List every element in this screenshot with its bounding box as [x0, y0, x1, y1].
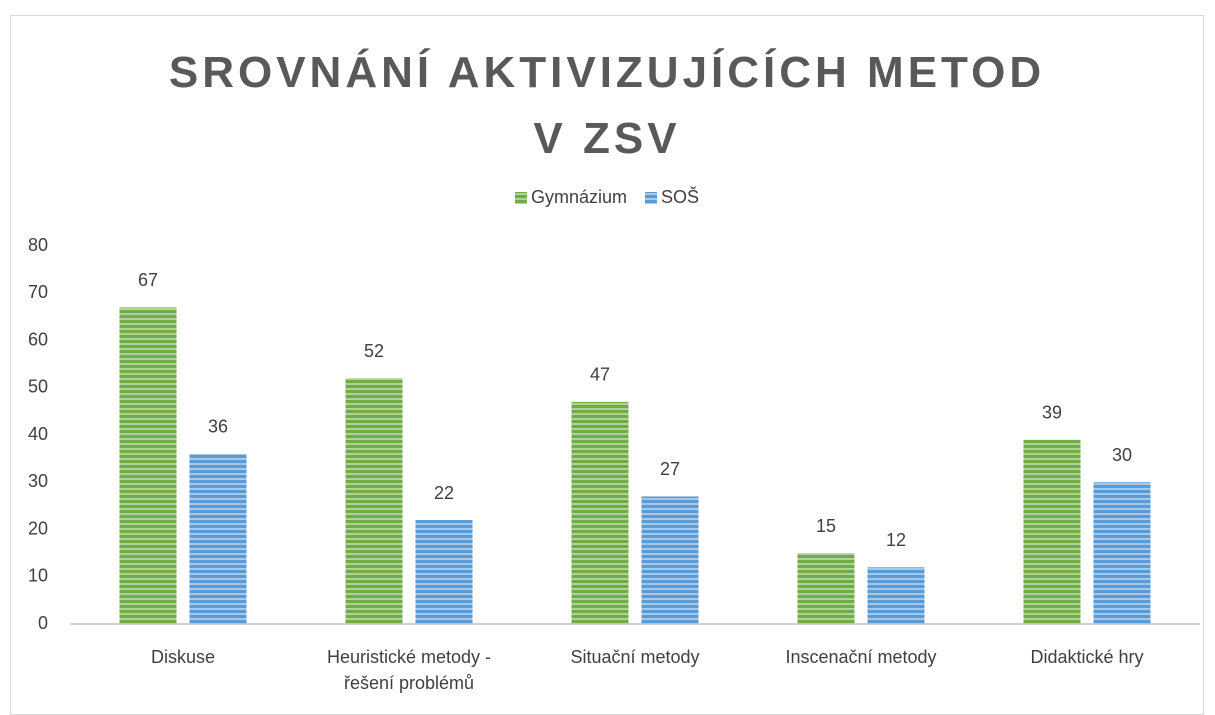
x-tick-label: Inscenační metody: [785, 647, 937, 667]
data-label: 15: [816, 516, 836, 536]
x-tick-label: Diskuse: [150, 647, 216, 667]
data-label: 22: [434, 483, 454, 503]
y-tick-label: 10: [28, 566, 48, 586]
y-tick-label: 80: [28, 235, 48, 255]
y-tick-label: 60: [28, 329, 48, 349]
legend-swatch: [645, 192, 658, 204]
data-label: 52: [364, 341, 384, 361]
data-label: 67: [138, 270, 158, 290]
data-label: 36: [208, 417, 228, 437]
bar: [641, 496, 699, 624]
bar: [415, 520, 473, 624]
y-tick-label: 20: [28, 518, 48, 538]
data-label: 47: [590, 365, 610, 385]
y-tick-label: 40: [28, 424, 48, 444]
y-tick-label: 70: [28, 282, 48, 302]
data-label: 12: [886, 530, 906, 550]
chart-title: SROVNÁNÍ AKTIVIZUJÍCÍCH METOD V ZSV: [168, 48, 1046, 163]
y-tick-label: 50: [28, 377, 48, 397]
bar: [571, 401, 629, 624]
y-tick-label: 0: [38, 613, 48, 633]
x-tick-label: Situační metody: [570, 647, 700, 667]
bar: [797, 553, 855, 624]
legend-label: SOŠ: [661, 186, 699, 207]
bar: [1093, 482, 1151, 624]
bar: [867, 567, 925, 624]
bar: [345, 378, 403, 624]
data-label: 27: [660, 459, 680, 479]
legend: Gymnázium SOŠ: [514, 186, 699, 207]
bar: [119, 307, 177, 624]
legend-label: Gymnázium: [531, 187, 627, 207]
data-label: 30: [1112, 445, 1132, 465]
bar: [1023, 439, 1081, 624]
bar: [189, 453, 247, 624]
data-label: 39: [1042, 402, 1062, 422]
legend-swatch: [514, 192, 527, 204]
x-tick-label: Heuristické metody - řešení problémů: [326, 647, 492, 693]
x-tick-label: Didaktické hry: [1030, 647, 1144, 667]
y-tick-label: 30: [28, 471, 48, 491]
